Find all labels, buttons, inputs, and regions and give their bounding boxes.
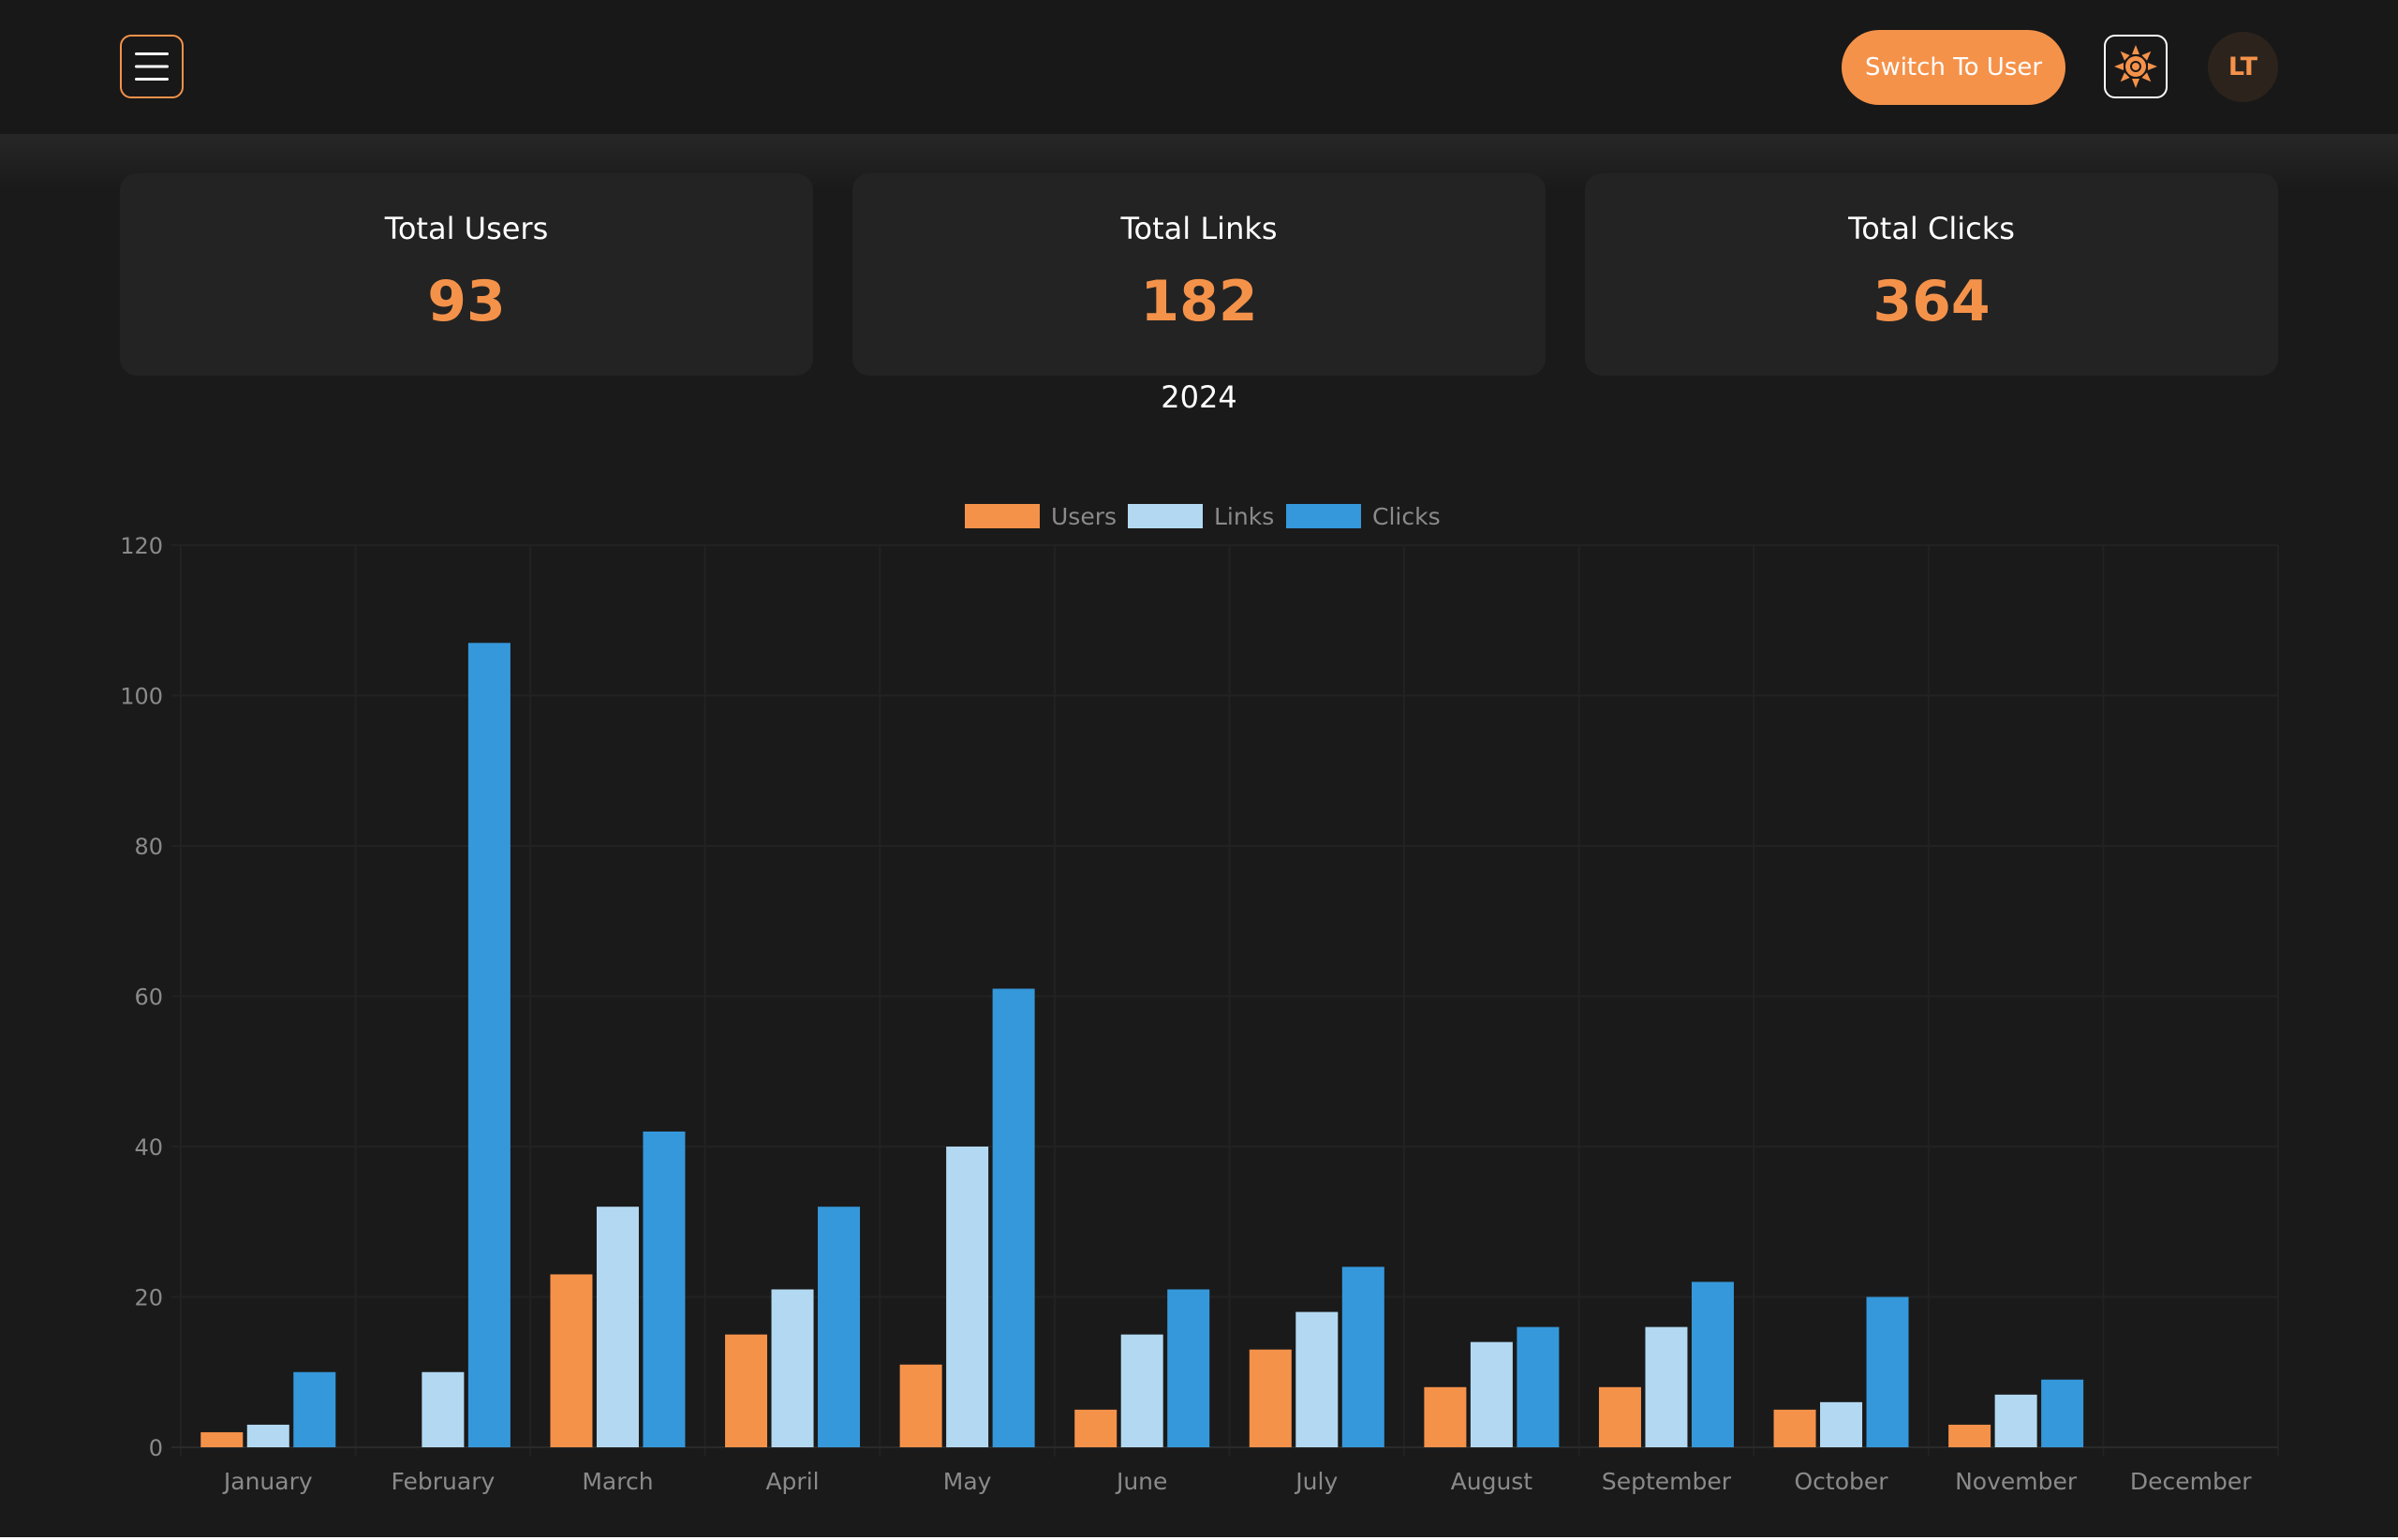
bar-users bbox=[1249, 1349, 1292, 1447]
bar-users bbox=[1074, 1409, 1118, 1447]
bar-users bbox=[725, 1334, 768, 1447]
bar-users bbox=[1773, 1409, 1816, 1447]
menu-button[interactable] bbox=[120, 35, 184, 98]
monthly-bar-chart: 0 20 40 60 80 100 120 January February March April… bbox=[120, 503, 2279, 1495]
x-tick-label: January bbox=[222, 1468, 313, 1495]
legend-label-clicks: Clicks bbox=[1372, 503, 1441, 530]
bar-links bbox=[1994, 1394, 2037, 1447]
bar-clicks bbox=[818, 1207, 861, 1447]
legend-swatch-links bbox=[1128, 504, 1203, 528]
total-clicks-value: 364 bbox=[1873, 269, 1991, 334]
bar-links bbox=[771, 1289, 814, 1447]
bar-users bbox=[1424, 1386, 1467, 1447]
x-tick-label: May bbox=[943, 1468, 992, 1495]
switch-to-user-button[interactable]: Switch To User bbox=[1842, 30, 2065, 105]
x-tick-label: April bbox=[765, 1468, 819, 1495]
total-users-card: Total Users 93 bbox=[120, 173, 813, 376]
legend-label-links: Links bbox=[1214, 503, 1274, 530]
x-tick-label: September bbox=[1602, 1468, 1732, 1495]
bar-clicks bbox=[643, 1131, 686, 1447]
bar-links bbox=[596, 1207, 639, 1447]
x-tick-label: August bbox=[1451, 1468, 1533, 1495]
bar-links bbox=[1120, 1334, 1163, 1447]
bar-links bbox=[246, 1424, 289, 1447]
x-tick-label: July bbox=[1294, 1468, 1338, 1495]
bar-users bbox=[1948, 1424, 1991, 1447]
x-tick-label: October bbox=[1795, 1468, 1889, 1495]
top-navbar: Switch To User LT bbox=[0, 0, 2398, 134]
total-users-value: 93 bbox=[427, 269, 506, 334]
legend-swatch-users bbox=[965, 504, 1040, 528]
x-tick-label: December bbox=[2130, 1468, 2252, 1495]
total-links-card: Total Links 182 bbox=[852, 173, 1546, 376]
y-tick-label: 20 bbox=[134, 1285, 163, 1311]
bar-clicks bbox=[1167, 1289, 1210, 1447]
bar-links bbox=[422, 1371, 465, 1447]
hamburger-menu-icon bbox=[135, 52, 169, 81]
sun-icon bbox=[2114, 45, 2157, 88]
bar-clicks bbox=[293, 1371, 336, 1447]
legend-swatch-clicks bbox=[1286, 504, 1361, 528]
bar-links bbox=[1820, 1401, 1863, 1447]
total-links-value: 182 bbox=[1140, 269, 1258, 334]
x-tick-label: February bbox=[391, 1468, 495, 1495]
bar-clicks bbox=[1517, 1326, 1560, 1447]
bar-clicks bbox=[2041, 1379, 2084, 1447]
bar-clicks bbox=[1866, 1296, 1909, 1447]
bar-links bbox=[1470, 1341, 1513, 1447]
x-tick-label: November bbox=[1955, 1468, 2078, 1495]
theme-toggle-button[interactable] bbox=[2104, 35, 2168, 98]
y-tick-label: 120 bbox=[120, 533, 163, 559]
bar-users bbox=[1598, 1386, 1641, 1447]
bar-clicks bbox=[467, 643, 511, 1447]
bar-links bbox=[946, 1147, 989, 1447]
y-tick-label: 80 bbox=[134, 834, 163, 860]
chart-year: 2024 bbox=[1161, 379, 1237, 415]
y-tick-label: 100 bbox=[120, 684, 163, 710]
y-tick-label: 40 bbox=[134, 1134, 163, 1161]
bar-links bbox=[1645, 1326, 1688, 1447]
bar-users bbox=[200, 1431, 244, 1447]
bar-clicks bbox=[992, 988, 1035, 1447]
bar-users bbox=[550, 1274, 593, 1447]
total-users-label: Total Users bbox=[384, 211, 549, 246]
bar-users bbox=[899, 1364, 942, 1447]
x-tick-label: March bbox=[582, 1468, 653, 1495]
y-tick-label: 60 bbox=[134, 985, 163, 1011]
bar-clicks bbox=[1691, 1281, 1734, 1447]
x-tick-label: June bbox=[1115, 1468, 1167, 1495]
legend-label-users: Users bbox=[1051, 503, 1117, 530]
total-links-label: Total Links bbox=[1120, 211, 1278, 246]
total-clicks-label: Total Clicks bbox=[1848, 211, 2015, 246]
page-bottom-border bbox=[0, 1537, 2398, 1540]
bar-links bbox=[1295, 1311, 1339, 1447]
bar-clicks bbox=[1341, 1266, 1384, 1447]
user-avatar[interactable]: LT bbox=[2208, 32, 2278, 102]
total-clicks-card: Total Clicks 364 bbox=[1585, 173, 2278, 376]
y-tick-label: 0 bbox=[149, 1435, 163, 1461]
